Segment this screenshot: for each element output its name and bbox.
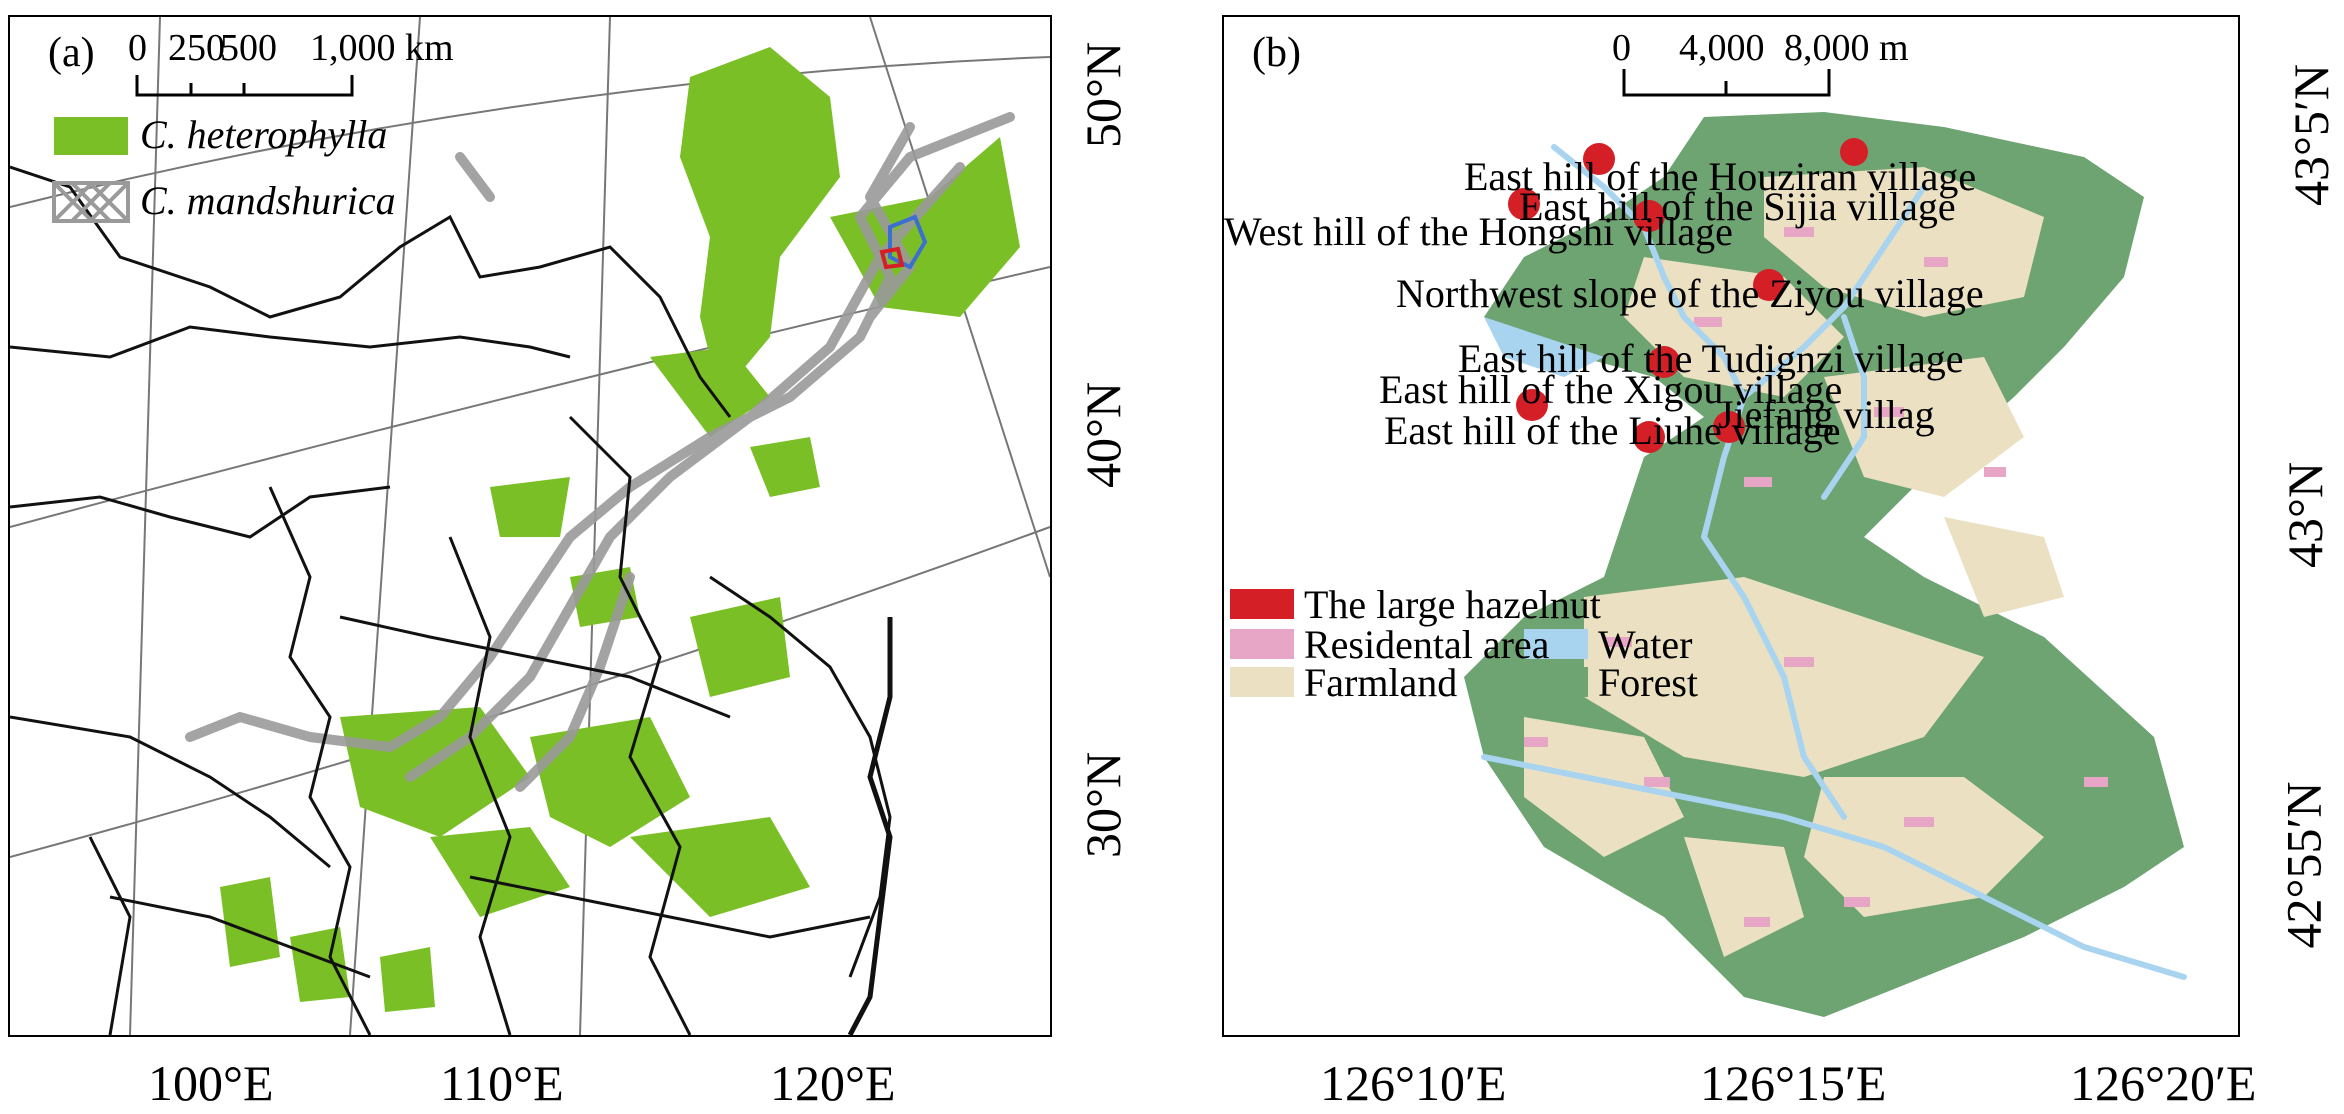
site-label: East hill of the Sijia village [1519, 184, 1956, 229]
site-label: East hill of the Tudignzi village [1458, 336, 1964, 381]
site-label: East hill of the Xigou village [1379, 367, 1843, 412]
lon-label: 126°15′E [1700, 1055, 1887, 1111]
legend-label-residential: Residental area [1304, 622, 1550, 667]
panel-label-a: (a) [48, 30, 95, 76]
study-area-landuse-map [1230, 69, 2187, 1017]
legend-swatch-forest [1524, 667, 1588, 697]
c-heterophylla-range [220, 47, 1020, 1012]
scale-label: 4,000 [1679, 27, 1765, 69]
lon-label: 100°E [148, 1055, 274, 1111]
panel-label-b: (b) [1252, 30, 1301, 76]
site-label: East hill of the Houziran village [1464, 154, 1977, 199]
administrative-boundaries [10, 165, 892, 1035]
legend-label-forest: Forest [1598, 660, 1698, 705]
map-panel-a: (a) 0 250 500 1,000 km C. heterophylla C… [8, 15, 1052, 1037]
legend-label-water: Water [1598, 622, 1693, 667]
site-label: West hill of the Hongshi village [1224, 209, 1733, 254]
lat-label: 43°N [2277, 461, 2334, 569]
scale-label: 0 [1612, 27, 1631, 69]
lat-label: 42°55′N [2275, 781, 2332, 949]
site-marker-ziyou [1753, 269, 1785, 301]
site-marker-jiefang [1713, 411, 1745, 443]
lon-label: 126°20′E [2070, 1055, 2257, 1111]
scale-label: 0 [128, 27, 147, 69]
scale-label: 1,000 km [310, 27, 454, 69]
site-label: Northwest slope of the Ziyou village [1396, 271, 1984, 316]
legend-swatch-heterophylla [54, 117, 128, 155]
lat-label: 43°5′N [2283, 63, 2340, 207]
scale-label: 500 [220, 27, 277, 69]
site-marker-sijia [1633, 200, 1665, 232]
site-label: East hill of the Liuhe village [1384, 408, 1841, 453]
legend-label-heterophylla: C. heterophylla [140, 112, 388, 157]
legend-swatch-water [1524, 629, 1588, 659]
lat-label: 30°N [1075, 751, 1132, 859]
study-area-outline [879, 214, 928, 270]
coastline [847, 617, 893, 1035]
scale-label: 250 [168, 27, 225, 69]
china-distribution-map [10, 17, 1050, 1035]
lat-label: 50°N [1075, 41, 1132, 149]
legend-swatch-hazelnut [1230, 589, 1294, 619]
legend-label-farmland: Farmland [1304, 660, 1458, 705]
legend-label-hazelnut: The large hazelnut [1304, 582, 1601, 627]
c-mandshurica-range [185, 112, 1015, 792]
scale-label: 8,000 m [1784, 27, 1909, 69]
site-marker-tudignzi [1648, 346, 1680, 378]
scale-bar-a [135, 75, 354, 97]
legend-swatch-farmland [1230, 667, 1294, 697]
legend-label-mandshurica: C. mandshurica [140, 178, 396, 223]
site-marker-xigou [1516, 389, 1548, 421]
site-marker-houziran-east [1840, 138, 1868, 166]
legend-swatch-residential [1230, 629, 1294, 659]
site-marker-houziran [1583, 143, 1615, 175]
residential-area [1524, 227, 2108, 927]
site-marker-liuhe [1633, 421, 1665, 453]
lon-label: 110°E [440, 1055, 564, 1111]
scale-bar-b [1622, 69, 1831, 97]
water-reservoir [1484, 317, 1604, 377]
site-label: Jiefang villag [1718, 392, 1935, 437]
graticule [10, 17, 1050, 1035]
map-panel-b: (b) 0 4,000 8,000 m East hill of the Hou… [1222, 15, 2240, 1037]
sample-sites [1508, 138, 1868, 453]
lat-label: 40°N [1075, 381, 1132, 489]
lon-label: 120°E [770, 1055, 896, 1111]
lon-label: 126°10′E [1320, 1055, 1507, 1111]
legend-swatch-mandshurica [52, 181, 130, 223]
site-marker-hongshi [1508, 188, 1540, 220]
farmland-area [1524, 167, 2064, 957]
